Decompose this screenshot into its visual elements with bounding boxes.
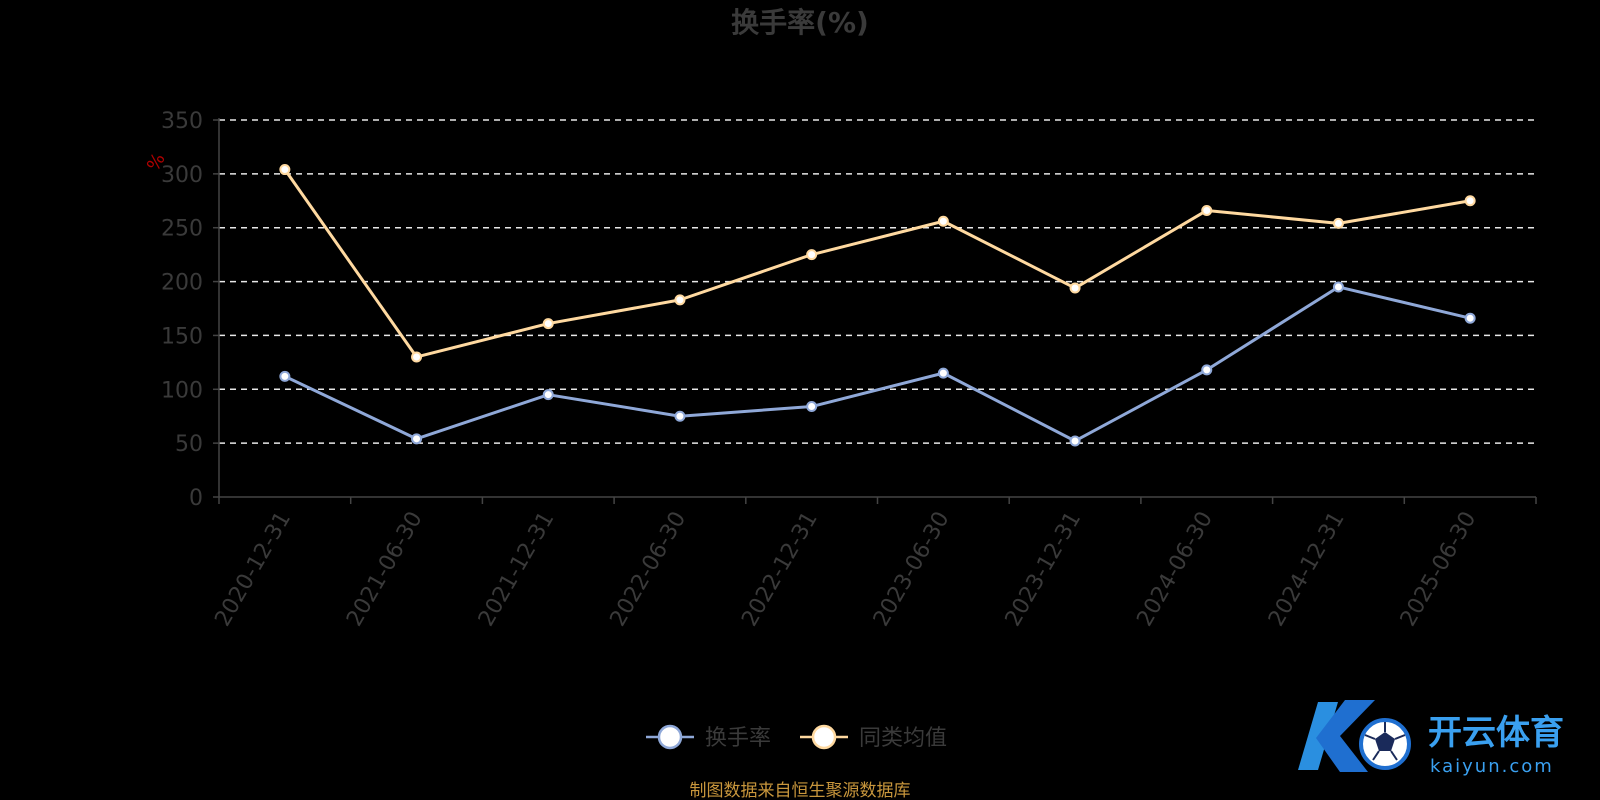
- x-tick-label: 2022-12-31: [737, 508, 823, 631]
- data-point[interactable]: [806, 249, 818, 261]
- data-point[interactable]: [937, 367, 949, 379]
- axes: 0 50 100 150 200 250 300 350 2020-12-31 2021-06-3…: [161, 109, 1537, 631]
- data-point[interactable]: [411, 433, 423, 445]
- data-point[interactable]: [674, 410, 686, 422]
- data-point[interactable]: [1464, 312, 1476, 324]
- legend-marker-turnover: [657, 724, 683, 750]
- series-line: [283, 168, 1471, 359]
- series-lines: [279, 164, 1476, 447]
- data-point[interactable]: [674, 294, 686, 306]
- y-tick-label: 200: [161, 271, 203, 296]
- data-point[interactable]: [806, 401, 818, 413]
- y-tick-label: 250: [161, 217, 203, 242]
- y-tick-label: 0: [189, 486, 203, 511]
- data-point[interactable]: [279, 370, 291, 382]
- y-tick-label: 100: [161, 378, 203, 403]
- data-point[interactable]: [1201, 204, 1213, 216]
- watermark-brand-en: kaiyun.com: [1430, 756, 1554, 777]
- x-tick-label: 2021-06-30: [342, 508, 428, 631]
- x-tick-label: 2020-12-31: [210, 508, 296, 631]
- x-tick-label: 2024-06-30: [1132, 508, 1218, 631]
- data-point[interactable]: [937, 215, 949, 227]
- legend-marker-peer-average: [811, 724, 837, 750]
- series-peer-average: [279, 164, 1476, 363]
- x-tick-label: 2022-06-30: [606, 508, 692, 631]
- legend-label-turnover: 换手率: [705, 726, 771, 751]
- x-tick-label: 2021-12-31: [474, 508, 560, 631]
- data-point[interactable]: [1332, 217, 1344, 229]
- data-point[interactable]: [411, 351, 423, 363]
- data-point[interactable]: [1464, 195, 1476, 207]
- watermark-brand-cn: 开云体育: [1428, 713, 1564, 753]
- legend-item-turnover[interactable]: 换手率: [646, 724, 771, 751]
- y-tick-label: 300: [161, 163, 203, 188]
- series-line: [284, 285, 1471, 443]
- data-point[interactable]: [542, 318, 554, 330]
- legend-label-peer-average: 同类均值: [859, 726, 947, 751]
- series-turnover: [279, 281, 1476, 447]
- data-point[interactable]: [1069, 282, 1081, 294]
- data-point[interactable]: [1332, 281, 1344, 293]
- y-tick-label: 150: [161, 324, 203, 349]
- data-point[interactable]: [1201, 364, 1213, 376]
- soccer-ball-icon: [1298, 700, 1411, 772]
- x-tick-label: 2025-06-30: [1396, 508, 1482, 631]
- legend: 换手率 同类均值: [646, 724, 947, 751]
- y-tick-label: 350: [161, 109, 203, 134]
- data-point[interactable]: [1069, 435, 1081, 447]
- watermark-logo: 开云体育 kaiyun.com: [1298, 700, 1564, 777]
- chart-title: 换手率(%): [731, 6, 869, 39]
- data-point[interactable]: [279, 164, 291, 176]
- x-tick-label: 2023-12-31: [1001, 508, 1087, 631]
- source-note: 制图数据来自恒生聚源数据库: [690, 781, 911, 800]
- x-tick-label: 2024-12-31: [1264, 508, 1350, 631]
- x-tick-label: 2023-06-30: [869, 508, 955, 631]
- y-tick-label: 50: [175, 432, 203, 457]
- data-point[interactable]: [542, 389, 554, 401]
- legend-item-peer-average[interactable]: 同类均值: [800, 724, 947, 751]
